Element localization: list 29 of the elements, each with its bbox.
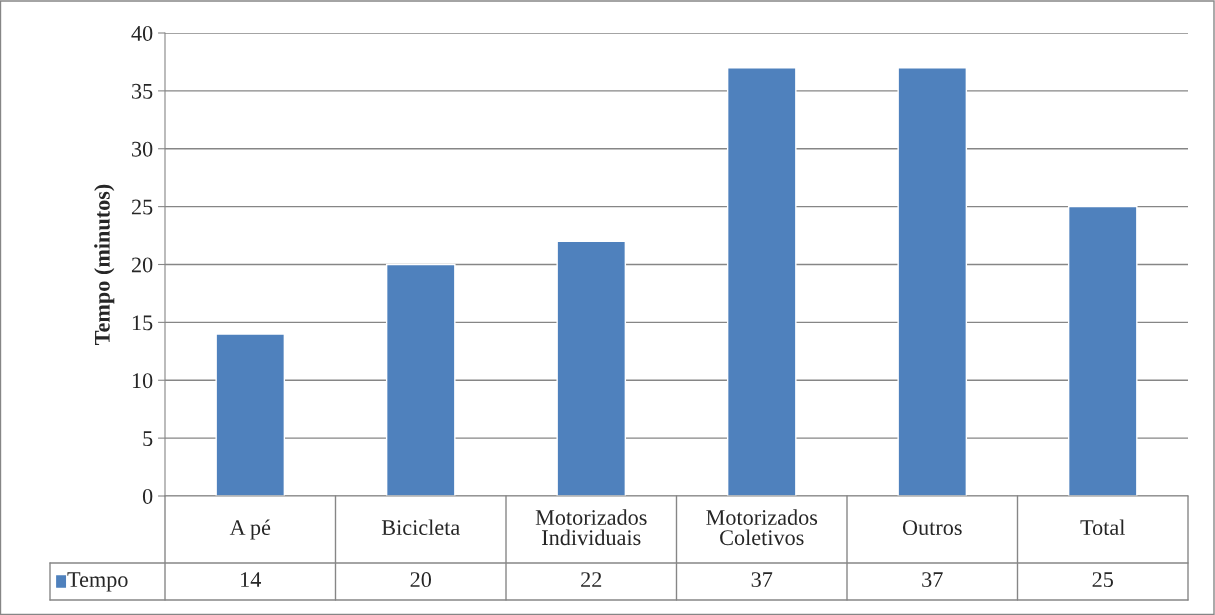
x-tick-label: Motorizados Coletivos	[706, 509, 818, 546]
x-tick-label: Total	[1080, 519, 1125, 536]
y-tick-label: 5	[143, 431, 153, 447]
x-tick-label: Outros	[902, 520, 962, 536]
data-label: 14	[241, 572, 262, 587]
y-tick-label: 20	[131, 257, 153, 273]
y-tick-label: 0	[142, 488, 153, 504]
x-tick-label: Motorizados Individuais	[535, 509, 647, 546]
bar	[1067, 205, 1138, 496]
bar	[897, 67, 968, 496]
y-tick-label: 40	[131, 25, 153, 41]
y-tick-label: 30	[132, 141, 153, 157]
x-tick-label: A pé	[229, 519, 271, 540]
y-tick-label: 10	[132, 373, 153, 389]
bar	[385, 263, 456, 496]
y-tick-label: 35	[132, 83, 153, 99]
y-tick-label: 25	[131, 199, 153, 215]
data-label: 37	[922, 572, 943, 588]
y-axis-title: Tempo (minutos)	[94, 184, 115, 345]
data-label: 37	[751, 572, 773, 588]
bar	[556, 240, 627, 496]
data-label: 22	[581, 572, 602, 587]
bar	[726, 67, 797, 496]
data-label: 25	[1092, 572, 1113, 588]
bar	[215, 333, 286, 496]
data-label: 20	[410, 572, 432, 588]
y-tick-label: 15	[132, 315, 153, 331]
legend-label: Tempo	[67, 572, 128, 592]
x-tick-label: Bicicleta	[381, 519, 460, 536]
